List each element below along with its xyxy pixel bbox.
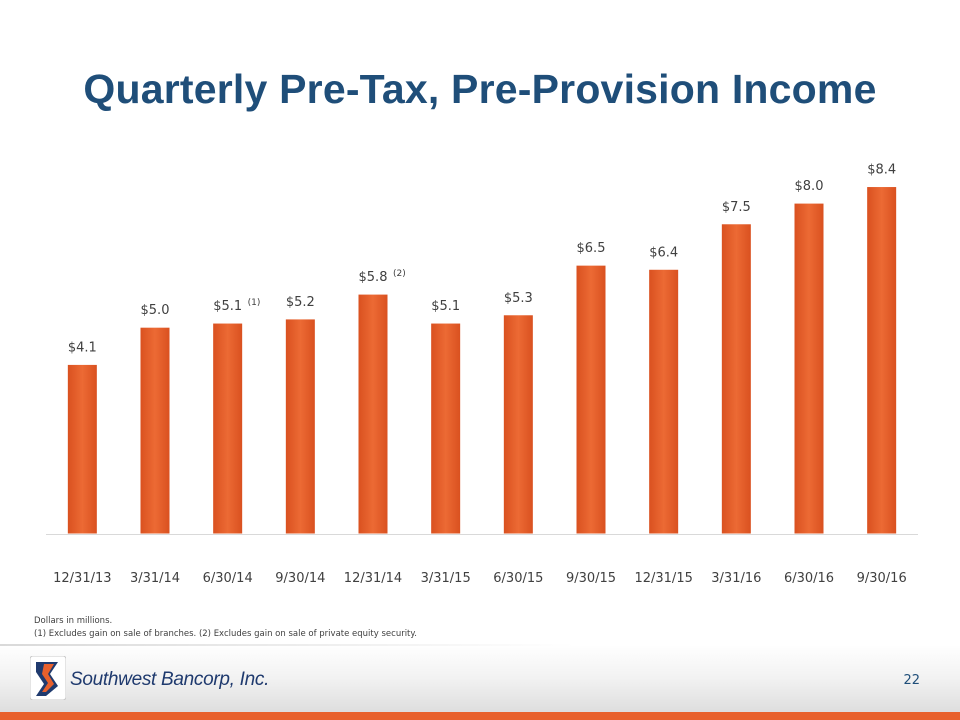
- data-label: $6.5: [577, 241, 606, 256]
- footer-band: [0, 644, 960, 720]
- company-logo-icon: [30, 656, 66, 700]
- data-label: $5.0: [141, 303, 170, 318]
- data-label: $5.1: [431, 299, 460, 314]
- bar-12/31/14: [357, 293, 389, 535]
- x-tick-label: 6/30/16: [784, 571, 834, 586]
- x-tick-label: 3/31/14: [130, 571, 180, 586]
- bar-9/30/15: [575, 264, 607, 535]
- data-label: $8.0: [795, 179, 824, 194]
- data-label-footnote-ref: (2): [393, 269, 406, 279]
- bar-9/30/14: [284, 318, 316, 535]
- bar-3/31/16: [720, 223, 752, 535]
- data-label: $7.5: [722, 200, 751, 215]
- x-tick-label: 6/30/14: [203, 571, 253, 586]
- page-title: Quarterly Pre-Tax, Pre-Provision Income: [83, 66, 877, 112]
- bar-chart: $4.1 $5.0 $5.1 (1) $5.2 $5.8 (2) $5.1 $5.3 $6.5 $6…: [46, 163, 918, 586]
- data-label: $6.4: [649, 245, 678, 260]
- x-tick-label: 6/30/15: [493, 571, 543, 586]
- bar-3/31/14: [139, 326, 171, 535]
- footer-accent-line: [0, 712, 960, 720]
- x-tick-label: 12/31/13: [53, 571, 111, 586]
- bar-6/30/14: [212, 322, 244, 535]
- x-tick-label: 9/30/14: [275, 571, 325, 586]
- bar-12/31/15: [648, 268, 680, 535]
- data-label: $5.2: [286, 295, 315, 310]
- units-footnote: Dollars in millions.: [34, 616, 113, 626]
- x-tick-label: 9/30/15: [566, 571, 616, 586]
- x-tick-label: 12/31/15: [634, 571, 692, 586]
- ticks-layer: 12/31/13 3/31/14 6/30/14 9/30/14 12/31/14 3/3…: [53, 571, 907, 586]
- data-label: $8.4: [867, 163, 896, 178]
- bar-6/30/15: [502, 314, 534, 535]
- bar-3/31/15: [430, 322, 462, 535]
- labels-layer: $4.1 $5.0 $5.1 (1) $5.2 $5.8 (2) $5.1 $5.3 $6.5 $6…: [68, 163, 896, 356]
- company-name: Southwest Bancorp, Inc.: [70, 669, 270, 690]
- bar-6/30/16: [793, 202, 825, 535]
- bar-9/30/16: [866, 186, 898, 535]
- bars-layer: [66, 186, 898, 535]
- data-label-footnote-ref: (1): [248, 298, 261, 308]
- data-label: $4.1: [68, 340, 97, 355]
- data-label: $5.3: [504, 291, 533, 306]
- data-label: $5.1: [213, 299, 242, 314]
- bar-12/31/13: [66, 363, 98, 535]
- data-label: $5.8: [359, 270, 388, 285]
- page-number: 22: [903, 673, 920, 688]
- x-tick-label: 3/31/15: [421, 571, 471, 586]
- exclusions-footnote: (1) Excludes gain on sale of branches. (…: [34, 629, 417, 639]
- x-tick-label: 3/31/16: [711, 571, 761, 586]
- x-tick-label: 9/30/16: [857, 571, 907, 586]
- x-tick-label: 12/31/14: [344, 571, 402, 586]
